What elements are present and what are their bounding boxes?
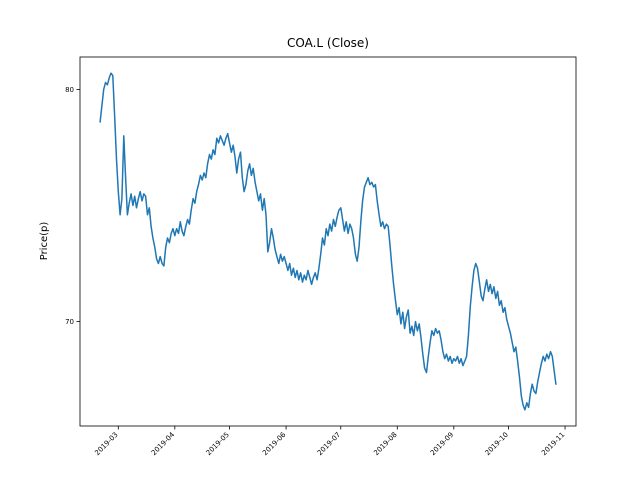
y-tick-label: 70 [65, 318, 74, 326]
y-tick-label: 80 [65, 86, 74, 94]
y-axis-label: Price(p) [39, 222, 50, 261]
x-tick-label: 2019-05 [205, 431, 231, 457]
x-tick-label: 2019-09 [429, 431, 455, 457]
price-line [99, 72, 557, 411]
x-tick-label: 2019-07 [316, 431, 342, 457]
x-tick-label: 2019-06 [261, 430, 288, 457]
x-tick-label: 2019-04 [150, 430, 177, 457]
x-tick-label: 2019-03 [93, 431, 119, 457]
x-tick-label: 2019-10 [484, 431, 510, 457]
plot-frame [79, 56, 577, 427]
chart-title: COA.L (Close) [287, 36, 369, 50]
x-tick-label: 2019-11 [540, 431, 566, 457]
x-tick-label: 2019-08 [372, 431, 398, 457]
